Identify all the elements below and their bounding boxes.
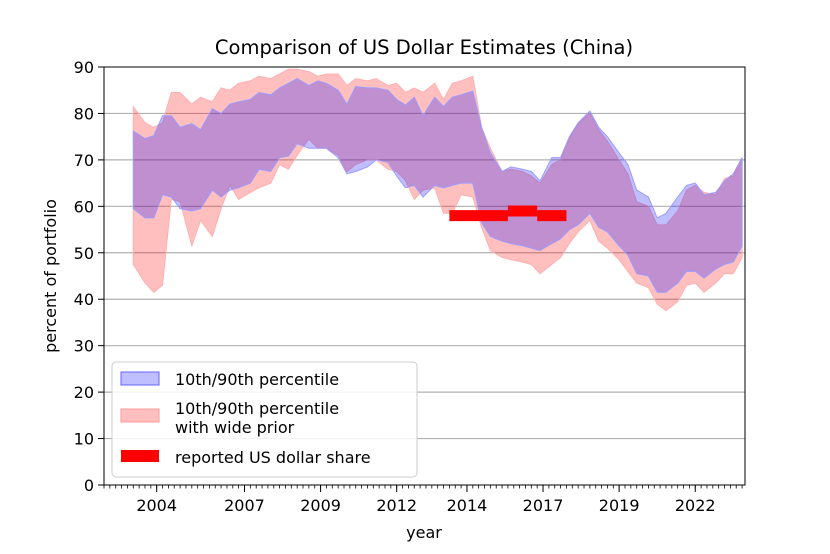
y-axis-label: percent of portfolio <box>41 199 60 353</box>
y-tick-label: 60 <box>74 197 94 216</box>
x-tick-label: 2012 <box>376 496 417 515</box>
legend-label-percentile: 10th/90th percentile <box>175 370 339 389</box>
legend-label-wide-prior: 10th/90th percentile with wide prior <box>175 399 344 437</box>
y-tick-label: 40 <box>74 290 94 309</box>
legend-swatch-red-band <box>120 408 160 423</box>
x-axis-label: year <box>406 523 442 542</box>
y-tick-label: 30 <box>74 337 94 356</box>
x-tick-label: 2019 <box>599 496 640 515</box>
x-tick-label: 2009 <box>300 496 341 515</box>
legend-swatch-reported <box>121 450 159 462</box>
y-axis: 0 10 20 30 40 50 60 70 80 90 <box>74 58 104 495</box>
legend-swatch-blue-band <box>120 371 160 386</box>
x-axis: 2004 2007 2009 2012 2014 2017 2019 2022 <box>103 485 743 515</box>
legend-box <box>111 361 418 478</box>
y-tick-label: 90 <box>74 58 94 77</box>
y-tick-label: 80 <box>74 104 94 123</box>
chart-title: Comparison of US Dollar Estimates (China… <box>215 36 633 59</box>
series-bands <box>132 68 743 312</box>
band-10th-90th-percentile-with-wide-prior <box>132 68 743 312</box>
x-tick-label: 2014 <box>447 496 488 515</box>
legend-label-reported: reported US dollar share <box>175 448 371 467</box>
legend: 10th/90th percentile 10th/90th percentil… <box>111 361 418 478</box>
x-tick-label: 2017 <box>523 496 564 515</box>
x-tick-label: 2007 <box>224 496 265 515</box>
plot-frame <box>103 66 746 486</box>
y-tick-label: 70 <box>74 151 94 170</box>
y-tick-label: 0 <box>84 476 94 495</box>
y-tick-label: 10 <box>74 430 94 449</box>
y-tick-label: 50 <box>74 244 94 263</box>
x-tick-label: 2004 <box>136 496 177 515</box>
x-tick-label: 2022 <box>675 496 716 515</box>
reported-share-segments <box>449 205 567 222</box>
legend-label-wide-prior-line2: with wide prior <box>175 418 295 437</box>
band-10th-90th-percentile <box>132 78 743 293</box>
legend-label-wide-prior-line1: 10th/90th percentile <box>175 399 339 418</box>
y-tick-label: 20 <box>74 383 94 402</box>
